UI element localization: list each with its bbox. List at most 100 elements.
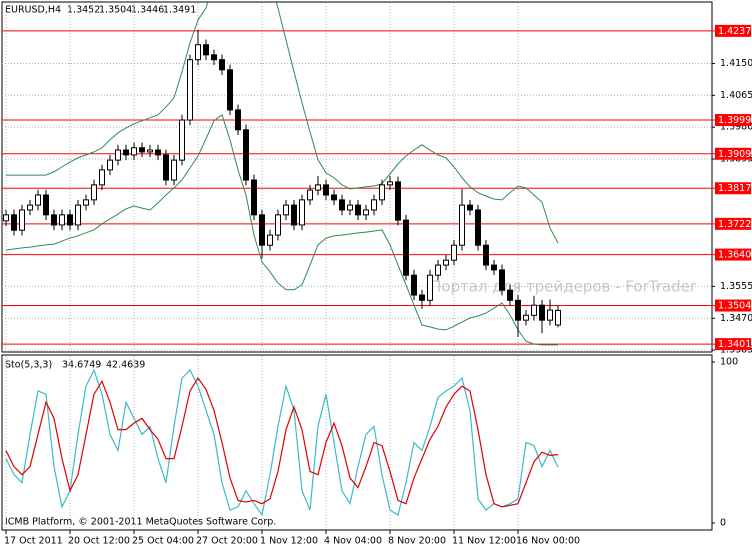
candle-body [43,194,49,216]
candle-body [443,259,449,266]
candle-body [395,181,401,221]
candle-body [459,204,465,246]
stochastic-line [5,368,559,517]
candle-body [275,214,281,236]
candle-body [331,194,337,201]
candle-body [227,69,233,111]
candle-body [499,269,505,291]
candle-body [531,304,537,316]
level-label-box [715,248,751,261]
candle-body [235,109,241,131]
x-tick-label: 27 Oct 20:00 [196,536,258,547]
y-tick-label: 1.3980 [720,122,752,133]
level-label: 1.3909 [718,149,751,160]
candle-body [147,149,153,153]
x-tick-label: 4 Nov 04:00 [324,536,382,547]
x-tick-label: 16 Nov 00:00 [516,536,580,547]
bollinger-lower-band [5,113,558,346]
candle-body [195,44,201,61]
ohlc-low: 1.3446 [131,5,164,16]
candle-body [291,204,297,226]
x-tick-label: 17 Oct 2011 [4,536,63,547]
bollinger-upper-band [6,2,559,244]
level-label-box [715,182,751,195]
candle-body [179,119,185,161]
symbol-title: EURUSD,H4 [5,5,61,16]
level-label-box [715,338,751,351]
candle-body [59,214,65,226]
candle-body [83,199,89,206]
ohlc-close: 1.3491 [163,5,196,16]
level-label: 1.3640 [718,250,751,261]
y-tick-label: 1.4150 [720,58,752,69]
candle-body [19,209,25,231]
candle-body [323,184,329,196]
candle-body [467,204,473,211]
candle-body [259,214,265,246]
y-tick-label: 1.3555 [720,281,752,292]
candle-body [139,147,145,153]
indicator-signal-value: 42.4639 [106,360,145,371]
y-tick-label: 1.4065 [720,90,752,101]
candle-body [123,149,129,156]
y-tick-label: 0 [720,518,726,529]
candle-body [11,214,17,231]
candle-body [203,44,209,56]
candle-body [491,264,497,271]
x-tick-label: 1 Nov 12:00 [260,536,318,547]
stochastic-panel [1,354,713,531]
candle-body [547,309,553,321]
candle-body [51,214,57,226]
candle-body [363,209,369,216]
candle-body [267,234,273,246]
candle-body [243,129,249,181]
candle-body [451,244,457,261]
candle-body [27,204,33,211]
candle-body [419,294,425,301]
copyright: ICMB Platform, © 2001-2011 MetaQuotes So… [5,517,276,528]
candle-body [483,244,489,266]
level-label: 1.3401 [718,339,751,350]
ohlc-high: 1.3504 [99,5,132,16]
candle-body [307,189,313,201]
x-tick-label: 11 Nov 12:00 [452,536,516,547]
level-label-box [715,217,751,230]
ohlc-open: 1.3452 [67,5,100,16]
candle-body [299,199,305,226]
y-tick-label: 1.3470 [720,313,752,324]
bands [5,2,559,346]
candle-body [539,304,545,321]
candle-body [355,204,361,216]
candle-body [115,149,121,161]
candle-body [371,199,377,211]
candle-body [339,199,345,211]
y-tick-label: 100 [720,357,738,368]
candle-body [155,149,161,156]
level-label: 1.3817 [718,183,751,194]
candle-body [475,209,481,246]
candle-body [387,181,393,186]
candle-body [187,59,193,121]
stochastic-line [5,377,559,508]
candle-body [219,59,225,71]
candle-body [67,214,73,226]
level-label-box [715,299,751,312]
level-label: 1.4237 [718,26,751,37]
candle-body [379,184,385,201]
candle-body [3,214,9,222]
level-label: 1.3999 [718,115,751,126]
level-label-box [715,24,751,37]
candle-body [131,147,137,156]
candle-body [523,314,529,321]
candle-body [555,309,561,326]
candle-body [515,299,521,321]
candle-body [211,54,217,61]
candle-body [507,289,513,301]
candle-body [315,184,321,191]
x-tick-label: 25 Oct 04:00 [132,536,194,547]
x-tick-label: 20 Oct 12:00 [68,536,130,547]
level-label-box [715,114,751,127]
candle-body [75,204,81,226]
